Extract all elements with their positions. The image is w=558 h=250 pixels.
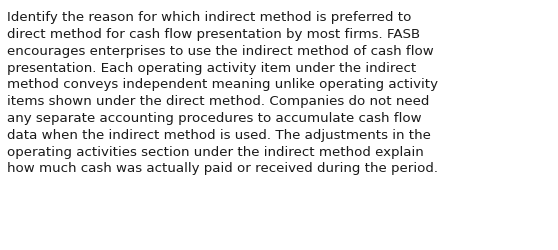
Text: Identify the reason for which indirect method is preferred to
direct method for : Identify the reason for which indirect m… [7, 11, 438, 175]
